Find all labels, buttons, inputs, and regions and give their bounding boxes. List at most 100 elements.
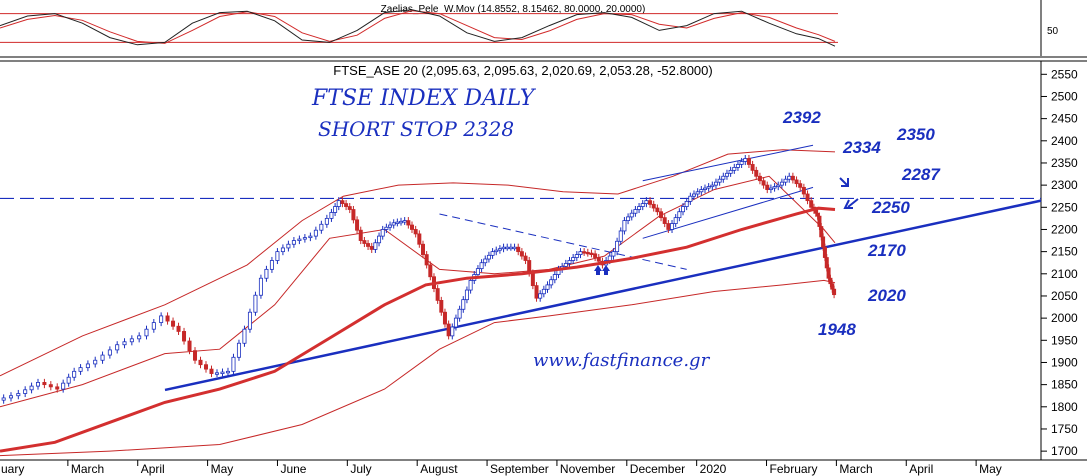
candle-body <box>523 255 528 261</box>
candle-body <box>772 186 777 189</box>
candle-body <box>585 251 590 255</box>
candle-body <box>593 253 598 258</box>
candle-body <box>122 341 127 346</box>
candle-body <box>417 233 422 245</box>
candle-body <box>824 257 829 269</box>
candle-body <box>286 243 291 249</box>
channel-upper-line <box>642 144 814 182</box>
candle-body <box>269 260 274 270</box>
candle-body <box>732 166 737 171</box>
candle-body <box>534 285 539 299</box>
candle-body <box>413 229 418 235</box>
ytick-label: 1900 <box>1051 355 1078 369</box>
descending-dashed-line <box>439 213 687 270</box>
candle-body <box>373 242 378 250</box>
candle-body <box>453 317 458 328</box>
indicator-ytick: 50 <box>1047 26 1059 37</box>
candle-body <box>253 294 258 313</box>
price-candles <box>1 154 837 404</box>
candle-body <box>508 246 513 250</box>
candle-body <box>308 235 313 239</box>
month-label: March <box>839 462 872 476</box>
candle-body <box>688 195 693 202</box>
candle-body <box>16 393 21 397</box>
candle-body <box>815 212 820 217</box>
candle-body <box>629 212 634 218</box>
candle-body <box>115 344 120 351</box>
ytick-label: 1850 <box>1051 378 1078 392</box>
candle-body <box>805 193 810 202</box>
candle-body <box>692 193 697 197</box>
month-label: March <box>71 462 104 476</box>
candle-body <box>761 180 766 186</box>
candle-body <box>757 175 762 182</box>
oscillator-lines <box>0 9 838 47</box>
candle-body <box>706 186 711 189</box>
candle-body <box>743 158 748 162</box>
candle-body <box>85 363 90 369</box>
support-trendline <box>164 199 1042 392</box>
ytick-label: 2400 <box>1051 134 1078 148</box>
candle-body <box>129 338 134 343</box>
candle-body <box>151 322 156 330</box>
candle-body <box>165 315 170 322</box>
ytick-label: 2500 <box>1051 89 1078 103</box>
candle-body <box>710 184 715 188</box>
candle-body <box>264 268 269 279</box>
candle-body <box>475 268 480 275</box>
candle-body <box>23 389 28 394</box>
candle-body <box>640 203 645 207</box>
candle-body <box>571 257 576 261</box>
candle-body <box>497 248 502 251</box>
candle-body <box>702 187 707 190</box>
anno-2287: 2287 <box>901 165 941 184</box>
candle-body <box>187 340 192 352</box>
month-label: September <box>490 462 549 476</box>
ytick-label: 1950 <box>1051 333 1078 347</box>
ytick-label: 2100 <box>1051 267 1078 281</box>
candle-body <box>446 323 451 337</box>
candle-body <box>428 264 433 278</box>
candle-body <box>783 178 788 183</box>
candle-body <box>505 246 510 250</box>
candle-body <box>377 235 382 244</box>
candle-body <box>176 325 181 332</box>
candle-body <box>633 209 638 214</box>
candle-body <box>776 184 781 188</box>
indicator-title: Zaelias_Pele_W.Mov (14.8552, 8.15462, 80… <box>381 4 646 15</box>
candle-body <box>490 251 495 256</box>
candle-body <box>42 382 47 386</box>
candle-body <box>754 169 759 177</box>
chart-title: FTSE_ASE 20 (2,095.63, 2,095.63, 2,020.6… <box>333 63 712 78</box>
candle-body <box>391 222 396 226</box>
candle-body <box>193 350 198 361</box>
candle-body <box>552 274 557 281</box>
candle-body <box>545 284 550 290</box>
candle-body <box>819 226 824 238</box>
candle-body <box>29 385 34 391</box>
anno-2020: 2020 <box>867 286 906 305</box>
candle-body <box>670 223 675 230</box>
ytick-label: 2200 <box>1051 222 1078 236</box>
ytick-label: 2050 <box>1051 289 1078 303</box>
candle-body <box>695 191 700 195</box>
candle-body <box>247 311 252 330</box>
candle-body <box>439 299 444 313</box>
candle-body <box>832 288 837 296</box>
candle-body <box>291 240 296 245</box>
candle-body <box>182 331 187 342</box>
candle-body <box>684 200 689 207</box>
candle-body <box>516 246 521 253</box>
candle-body <box>673 217 678 224</box>
candle-body <box>809 200 814 208</box>
candle-body <box>225 370 230 374</box>
candle-body <box>78 367 83 372</box>
candle-body <box>137 335 142 340</box>
anno-2334: 2334 <box>842 138 881 157</box>
candle-body <box>280 247 285 253</box>
ytick-label: 2150 <box>1051 245 1078 259</box>
ytick-label: 1800 <box>1051 400 1078 414</box>
candle-body <box>790 175 795 181</box>
candle-body <box>563 263 568 267</box>
ytick-label: 2550 <box>1051 67 1078 81</box>
